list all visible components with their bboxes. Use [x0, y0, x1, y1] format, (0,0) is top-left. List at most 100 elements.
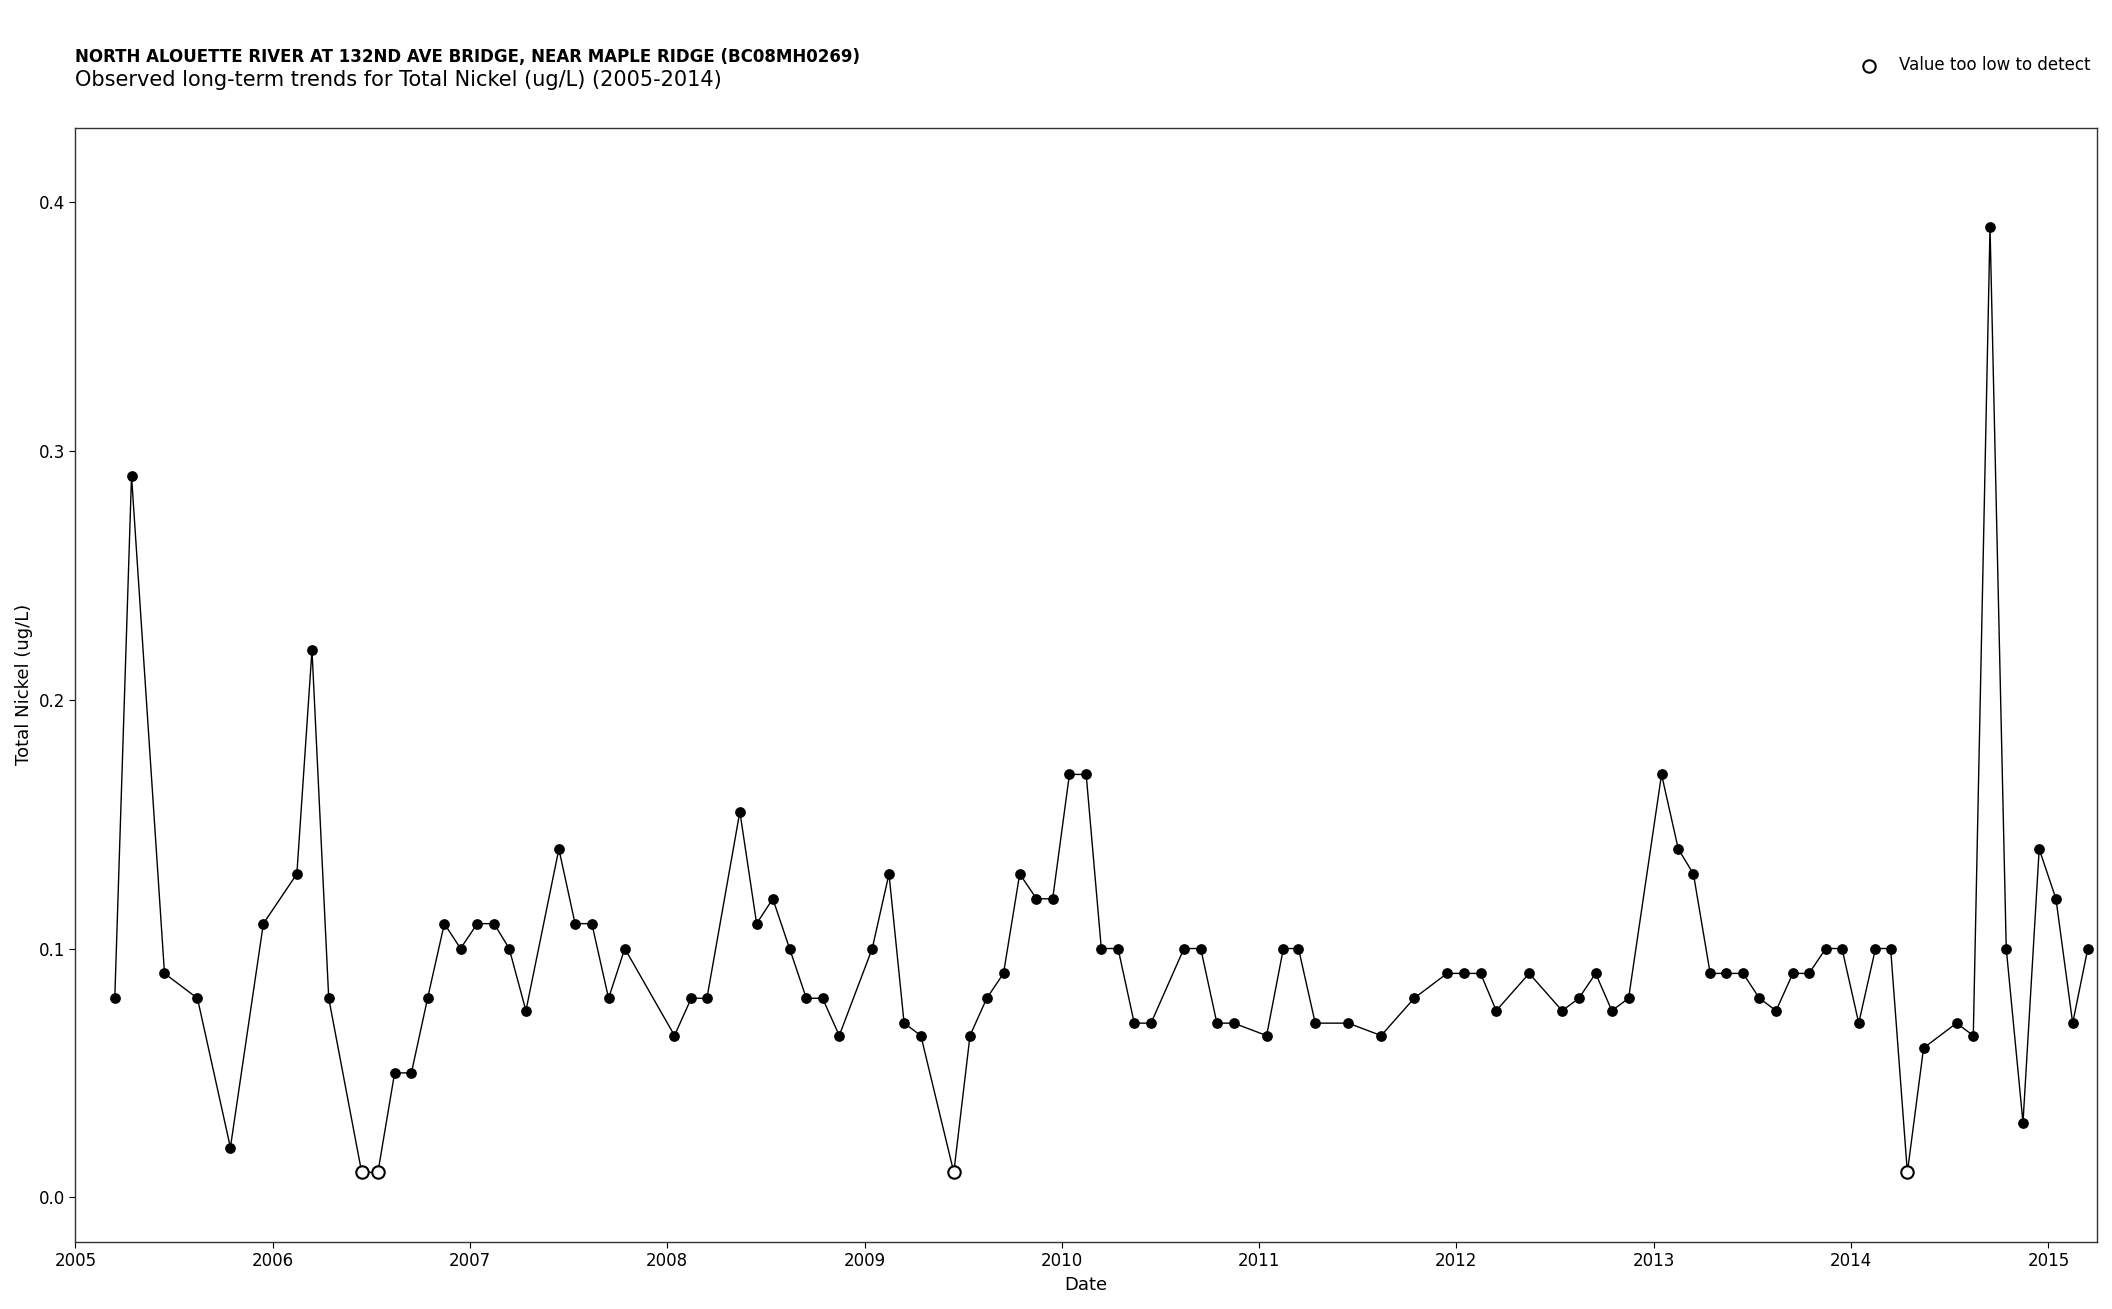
Point	[1185, 939, 1219, 959]
Point	[1003, 864, 1037, 885]
Point	[410, 988, 444, 1009]
Point	[444, 939, 477, 959]
Point	[1398, 988, 1432, 1009]
Text: Observed long-term trends for Total Nickel (ug/L) (2005-2014): Observed long-term trends for Total Nick…	[76, 71, 722, 90]
Point	[2038, 889, 2072, 910]
Point	[1907, 1038, 1941, 1059]
Point	[492, 939, 526, 959]
X-axis label: Date: Date	[1064, 1276, 1107, 1295]
Point	[1020, 889, 1054, 910]
Point	[1709, 963, 1742, 984]
Point	[460, 914, 494, 935]
Point	[938, 1162, 972, 1183]
Point	[1168, 939, 1202, 959]
Point	[247, 914, 281, 935]
Point	[361, 1162, 395, 1183]
Point	[790, 988, 824, 1009]
Text: NORTH ALOUETTE RIVER AT 132ND AVE BRIDGE, NEAR MAPLE RIDGE (BC08MH0269): NORTH ALOUETTE RIVER AT 132ND AVE BRIDGE…	[76, 48, 860, 67]
Point	[1939, 1013, 1973, 1034]
Point	[657, 1025, 691, 1046]
Point	[1464, 963, 1497, 984]
Point	[296, 640, 329, 661]
Point	[313, 988, 346, 1009]
Point	[148, 963, 182, 984]
Point	[1677, 864, 1711, 885]
Point	[97, 988, 131, 1009]
Point	[1052, 764, 1086, 785]
Point	[887, 1013, 921, 1034]
Point	[509, 1000, 543, 1021]
Point	[953, 1025, 986, 1046]
Point	[1808, 939, 1842, 959]
Point	[281, 864, 315, 885]
Point	[1364, 1025, 1398, 1046]
Point	[822, 1025, 855, 1046]
Point	[591, 988, 625, 1009]
Point	[1759, 1000, 1793, 1021]
Point	[213, 1138, 247, 1158]
Point	[378, 1063, 412, 1084]
Point	[1100, 939, 1134, 959]
Point	[1083, 939, 1117, 959]
Point	[1217, 1013, 1250, 1034]
Point	[1267, 939, 1301, 959]
Point	[574, 914, 608, 935]
Point	[1776, 963, 1810, 984]
Point	[805, 988, 838, 1009]
Point	[477, 914, 511, 935]
Point	[558, 914, 591, 935]
Point	[1512, 963, 1546, 984]
Point	[427, 914, 460, 935]
Point	[722, 801, 756, 822]
Point	[1842, 1013, 1875, 1034]
Point	[1793, 963, 1827, 984]
Point	[1546, 1000, 1580, 1021]
Point	[1595, 1000, 1628, 1021]
Point	[1069, 764, 1102, 785]
Point	[691, 988, 724, 1009]
Point	[756, 889, 790, 910]
Point	[1973, 217, 2006, 238]
Point	[1563, 988, 1597, 1009]
Point	[1742, 988, 1776, 1009]
Point	[674, 988, 708, 1009]
Point	[608, 939, 642, 959]
Point	[855, 939, 889, 959]
Point	[904, 1025, 938, 1046]
Point	[1447, 963, 1481, 984]
Point	[2072, 939, 2106, 959]
Point	[1117, 1013, 1151, 1034]
Point	[1859, 939, 1892, 959]
Point	[1331, 1013, 1364, 1034]
Point	[1282, 939, 1316, 959]
Point	[180, 988, 213, 1009]
Point	[872, 864, 906, 885]
Point	[2023, 839, 2057, 860]
Point	[1580, 963, 1614, 984]
Point	[1956, 1025, 1990, 1046]
Point	[1430, 963, 1464, 984]
Point	[1134, 1013, 1168, 1034]
Point	[1478, 1000, 1512, 1021]
Point	[1890, 1162, 1924, 1183]
Point	[1726, 963, 1759, 984]
Point	[739, 914, 773, 935]
Point	[344, 1162, 378, 1183]
Point	[1825, 939, 1859, 959]
Point	[1035, 889, 1069, 910]
Point	[1250, 1025, 1284, 1046]
Point	[1694, 963, 1728, 984]
Point	[1990, 939, 2023, 959]
Point	[2006, 1113, 2040, 1134]
Point	[773, 939, 807, 959]
Point	[1200, 1013, 1233, 1034]
Point	[395, 1063, 429, 1084]
Point	[969, 988, 1003, 1009]
Y-axis label: Total Nickel (ug/L): Total Nickel (ug/L)	[15, 605, 34, 766]
Point	[1645, 764, 1679, 785]
Point	[1611, 988, 1645, 1009]
Point	[543, 839, 577, 860]
Legend: Value too low to detect: Value too low to detect	[1846, 50, 2097, 81]
Point	[2055, 1013, 2089, 1034]
Point	[986, 963, 1020, 984]
